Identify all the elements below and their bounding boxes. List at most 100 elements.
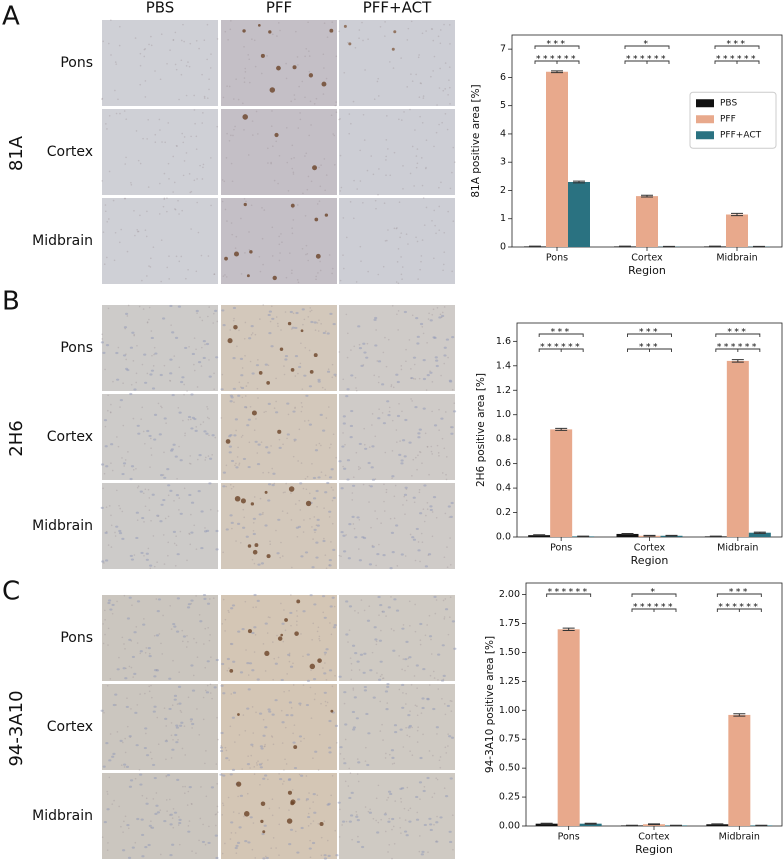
speckle xyxy=(184,434,186,437)
speckle xyxy=(364,760,367,762)
speckle xyxy=(221,852,224,855)
speckle xyxy=(349,772,352,775)
speckle xyxy=(331,267,334,270)
speckle xyxy=(385,174,387,177)
micrograph-bg xyxy=(221,20,337,106)
speckle xyxy=(443,362,446,365)
nucleus xyxy=(419,756,423,760)
speckle xyxy=(110,524,113,527)
speckle xyxy=(411,400,413,402)
nucleus xyxy=(360,845,365,849)
speckle xyxy=(309,839,311,842)
speckle xyxy=(178,98,180,101)
nucleus xyxy=(222,471,227,474)
speckle xyxy=(224,630,226,632)
speckle xyxy=(406,734,408,737)
speckle xyxy=(118,805,120,808)
speckle xyxy=(449,426,452,428)
nucleus xyxy=(401,439,406,442)
nucleus xyxy=(256,678,260,681)
speckle xyxy=(318,733,321,736)
micrograph xyxy=(220,304,337,391)
nucleus xyxy=(178,411,182,414)
speckle xyxy=(232,98,235,100)
nucleus xyxy=(338,675,342,678)
speckle xyxy=(400,797,402,800)
nucleus xyxy=(126,368,130,372)
nucleus xyxy=(450,426,454,429)
speckle xyxy=(342,254,344,256)
speckle xyxy=(193,337,196,339)
speckle xyxy=(422,197,425,199)
speckle xyxy=(150,330,153,332)
speckle xyxy=(286,512,289,514)
speckle xyxy=(229,483,232,486)
speckle xyxy=(335,55,338,58)
error-bar xyxy=(665,534,678,537)
speckle xyxy=(247,674,250,676)
nucleus xyxy=(385,708,389,711)
nucleus xyxy=(103,820,107,824)
nucleus xyxy=(289,828,294,831)
speckle xyxy=(182,174,185,177)
speckle xyxy=(299,362,302,365)
speckle xyxy=(199,423,202,426)
speckle xyxy=(150,447,152,450)
nucleus xyxy=(202,356,206,360)
nucleus xyxy=(429,505,433,508)
speckle xyxy=(163,364,166,367)
speckle xyxy=(149,266,152,268)
speckle xyxy=(196,708,198,710)
speckle xyxy=(257,359,259,361)
nucleus xyxy=(348,820,352,823)
speckle xyxy=(149,466,151,468)
speckle xyxy=(146,210,148,213)
speckle xyxy=(164,141,166,144)
nucleus xyxy=(332,496,336,499)
nucleus xyxy=(100,341,104,344)
micrograph xyxy=(338,394,457,481)
speckle xyxy=(360,260,362,262)
stain xyxy=(243,202,247,207)
micrograph xyxy=(100,482,219,570)
speckle xyxy=(251,332,254,334)
micrograph xyxy=(100,304,219,392)
speckle xyxy=(139,214,141,217)
speckle xyxy=(185,94,188,97)
nucleus xyxy=(296,851,300,854)
nucleus xyxy=(349,424,354,428)
speckle xyxy=(224,274,226,276)
speckle xyxy=(261,206,263,209)
speckle xyxy=(377,784,380,787)
speckle xyxy=(183,136,186,138)
speckle xyxy=(428,750,431,752)
speckle xyxy=(378,376,380,378)
speckle xyxy=(400,832,402,834)
nucleus xyxy=(181,376,185,379)
nucleus xyxy=(408,656,412,659)
nucleus xyxy=(133,631,137,634)
nucleus xyxy=(408,820,412,823)
speckle xyxy=(169,798,171,801)
significance-bracket xyxy=(715,348,761,352)
nucleus xyxy=(443,354,447,357)
significance-label: *** xyxy=(729,588,750,598)
nucleus xyxy=(308,423,313,426)
speckle xyxy=(204,343,206,346)
bar xyxy=(728,714,751,826)
speckle xyxy=(320,322,322,325)
nucleus xyxy=(313,528,317,531)
speckle xyxy=(298,773,301,776)
speckle xyxy=(114,531,116,534)
nucleus xyxy=(449,777,453,780)
speckle xyxy=(173,181,176,184)
nucleus xyxy=(214,309,218,312)
speckle xyxy=(103,472,106,475)
micrograph xyxy=(221,197,337,284)
speckle xyxy=(174,565,177,567)
speckle xyxy=(442,678,445,681)
speckle xyxy=(222,598,225,601)
speckle xyxy=(415,73,417,76)
speckle xyxy=(323,507,325,509)
nucleus xyxy=(356,818,360,822)
